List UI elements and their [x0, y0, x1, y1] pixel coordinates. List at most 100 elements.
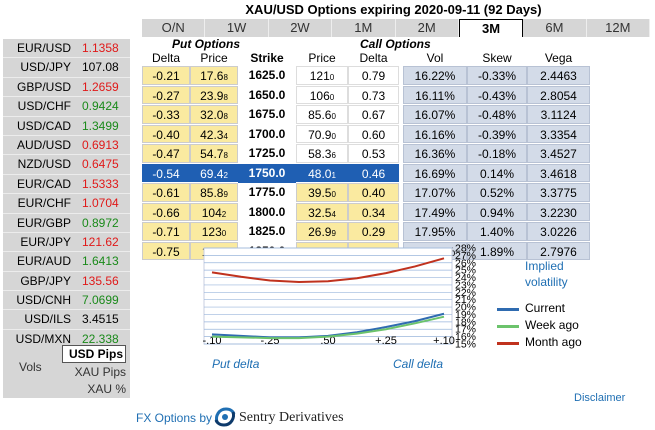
- put-delta-cell[interactable]: -0.40: [142, 124, 190, 143]
- pair-nzd-usd[interactable]: NZD/USD 0.6475: [3, 155, 130, 175]
- put-price-cell[interactable]: 54.78: [190, 144, 238, 163]
- vega-cell[interactable]: 3.4618: [527, 163, 590, 182]
- units-option-xau-pips[interactable]: XAU Pips: [74, 365, 126, 379]
- skew-cell[interactable]: -0.33%: [467, 66, 527, 85]
- tab-1w[interactable]: 1W: [205, 19, 269, 37]
- put-delta-cell[interactable]: -0.33: [142, 105, 190, 124]
- vega-cell[interactable]: 3.3775: [527, 183, 590, 202]
- table-row[interactable]: -0.54 69.42 1750.0 48.01 0.46 16.69% 0.14% 3.46…: [142, 163, 650, 183]
- table-row[interactable]: -0.40 42.34 1700.0 70.90 0.60 16.16% -0.39% 3.3…: [142, 124, 650, 144]
- call-delta-cell[interactable]: 0.46: [348, 163, 399, 182]
- pair-aud-usd[interactable]: AUD/USD 0.6913: [3, 135, 130, 156]
- pair-gbp-usd[interactable]: GBP/USD 1.2659: [3, 77, 130, 98]
- pair-usd-jpy[interactable]: USD/JPY 107.08: [3, 58, 130, 78]
- strike-cell[interactable]: 1775.0: [238, 183, 296, 203]
- strike-cell[interactable]: 1725.0: [238, 144, 296, 164]
- vol-cell[interactable]: 17.95%: [403, 222, 467, 241]
- vol-cell[interactable]: 16.36%: [403, 144, 467, 163]
- pair-usd-cnh[interactable]: USD/CNH 7.0699: [3, 291, 130, 311]
- put-delta-cell[interactable]: -0.54: [142, 163, 190, 182]
- strike-cell[interactable]: 1700.0: [238, 124, 296, 144]
- put-delta-cell[interactable]: -0.75: [142, 241, 190, 260]
- strike-cell[interactable]: 1675.0: [238, 105, 296, 125]
- strike-cell[interactable]: 1625.0: [238, 66, 296, 86]
- pair-eur-jpy[interactable]: EUR/JPY 121.62: [3, 232, 130, 253]
- pair-usd-cad[interactable]: USD/CAD 1.3499: [3, 116, 130, 136]
- units-option-xau-percent[interactable]: XAU %: [87, 382, 126, 396]
- put-price-cell[interactable]: 23.98: [190, 85, 238, 104]
- vol-cell[interactable]: 16.22%: [403, 66, 467, 85]
- pair-eur-cad[interactable]: EUR/CAD 1.5333: [3, 174, 130, 195]
- call-price-cell[interactable]: 26.99: [296, 222, 348, 241]
- vol-cell[interactable]: 17.07%: [403, 183, 467, 202]
- vol-cell[interactable]: 16.11%: [403, 85, 467, 104]
- call-price-cell[interactable]: 48.01: [296, 163, 348, 182]
- skew-cell[interactable]: -0.18%: [467, 144, 527, 163]
- skew-cell[interactable]: 1.40%: [467, 222, 527, 241]
- table-row[interactable]: -0.33 32.08 1675.0 85.60 0.67 16.07% -0.48% 3.1…: [142, 105, 650, 125]
- put-price-cell[interactable]: 69.42: [190, 163, 238, 182]
- put-delta-cell[interactable]: -0.47: [142, 144, 190, 163]
- table-row[interactable]: -0.71 1230 1825.0 26.99 0.29 17.95% 1.40% 3.022…: [142, 222, 650, 242]
- vega-cell[interactable]: 2.8054: [527, 85, 590, 104]
- call-price-cell[interactable]: 85.60: [296, 105, 348, 124]
- pair-usd-chf[interactable]: USD/CHF 0.9424: [3, 97, 130, 117]
- call-delta-cell[interactable]: 0.29: [348, 222, 399, 241]
- pair-usd-mxn[interactable]: USD/MXN 22.338: [3, 329, 130, 350]
- call-delta-cell[interactable]: 0.40: [348, 183, 399, 202]
- put-delta-cell[interactable]: -0.66: [142, 202, 190, 221]
- table-row[interactable]: -0.27 23.98 1650.0 1060 0.73 16.11% -0.43% 2.80…: [142, 85, 650, 105]
- skew-cell[interactable]: 0.14%: [467, 163, 527, 182]
- call-price-cell[interactable]: 1060: [296, 85, 348, 104]
- put-delta-cell[interactable]: -0.71: [142, 222, 190, 241]
- vega-cell[interactable]: 2.4463: [527, 66, 590, 85]
- skew-cell[interactable]: 0.52%: [467, 183, 527, 202]
- pair-eur-usd[interactable]: EUR/USD 1.1358: [3, 39, 130, 59]
- call-delta-cell[interactable]: 0.60: [348, 124, 399, 143]
- put-price-cell[interactable]: 42.34: [190, 124, 238, 143]
- disclaimer-link[interactable]: Disclaimer: [574, 392, 626, 404]
- put-delta-cell[interactable]: -0.21: [142, 66, 190, 85]
- table-row[interactable]: -0.47 54.78 1725.0 58.36 0.53 16.36% -0.18% 3.4…: [142, 144, 650, 164]
- call-price-cell[interactable]: 70.90: [296, 124, 348, 143]
- pair-usd-ils[interactable]: USD/ILS 3.4515: [3, 310, 130, 330]
- tab-3m[interactable]: 3M: [458, 19, 524, 37]
- pair-eur-gbp[interactable]: EUR/GBP 0.8972: [3, 213, 130, 233]
- strike-cell[interactable]: 1825.0: [238, 222, 296, 242]
- tab-1m[interactable]: 1M: [332, 19, 396, 37]
- pair-gbp-jpy[interactable]: GBP/JPY 135.56: [3, 271, 130, 292]
- table-row[interactable]: -0.21 17.68 1625.0 1210 0.79 16.22% -0.33% 2.44…: [142, 66, 650, 86]
- skew-cell[interactable]: -0.48%: [467, 105, 527, 124]
- vega-cell[interactable]: 2.7976: [527, 241, 590, 260]
- tab-2w[interactable]: 2W: [268, 19, 333, 37]
- strike-cell[interactable]: 1800.0: [238, 202, 296, 222]
- skew-cell[interactable]: -0.39%: [467, 124, 527, 143]
- skew-cell[interactable]: 1.89%: [467, 241, 527, 260]
- put-delta-cell[interactable]: -0.27: [142, 85, 190, 104]
- tab-2m[interactable]: 2M: [395, 19, 459, 37]
- put-price-cell[interactable]: 32.08: [190, 105, 238, 124]
- vol-cell[interactable]: 16.07%: [403, 105, 467, 124]
- skew-cell[interactable]: 0.94%: [467, 202, 527, 221]
- vol-cell[interactable]: 16.16%: [403, 124, 467, 143]
- table-row[interactable]: -0.66 1042 1800.0 32.54 0.34 17.49% 0.94% 3.223…: [142, 202, 650, 222]
- call-delta-cell[interactable]: 0.53: [348, 144, 399, 163]
- call-price-cell[interactable]: 58.36: [296, 144, 348, 163]
- call-delta-cell[interactable]: 0.34: [348, 202, 399, 221]
- call-delta-cell[interactable]: 0.67: [348, 105, 399, 124]
- pair-eur-aud[interactable]: EUR/AUD 1.6413: [3, 252, 130, 272]
- put-price-cell[interactable]: 85.89: [190, 183, 238, 202]
- call-delta-cell[interactable]: 0.73: [348, 85, 399, 104]
- put-delta-cell[interactable]: -0.61: [142, 183, 190, 202]
- vega-cell[interactable]: 3.3354: [527, 124, 590, 143]
- vega-cell[interactable]: 3.2230: [527, 202, 590, 221]
- vol-cell[interactable]: 16.69%: [403, 163, 467, 182]
- call-price-cell[interactable]: 32.54: [296, 202, 348, 221]
- table-row[interactable]: -0.61 85.89 1775.0 39.50 0.40 17.07% 0.52% 3.37…: [142, 183, 650, 203]
- call-price-cell[interactable]: 39.50: [296, 183, 348, 202]
- vol-cell[interactable]: 17.49%: [403, 202, 467, 221]
- call-price-cell[interactable]: 1210: [296, 66, 348, 85]
- tab-12m[interactable]: 12M: [586, 19, 650, 37]
- units-option-usd-pips[interactable]: USD Pips: [62, 345, 126, 363]
- tab-6m[interactable]: 6M: [523, 19, 587, 37]
